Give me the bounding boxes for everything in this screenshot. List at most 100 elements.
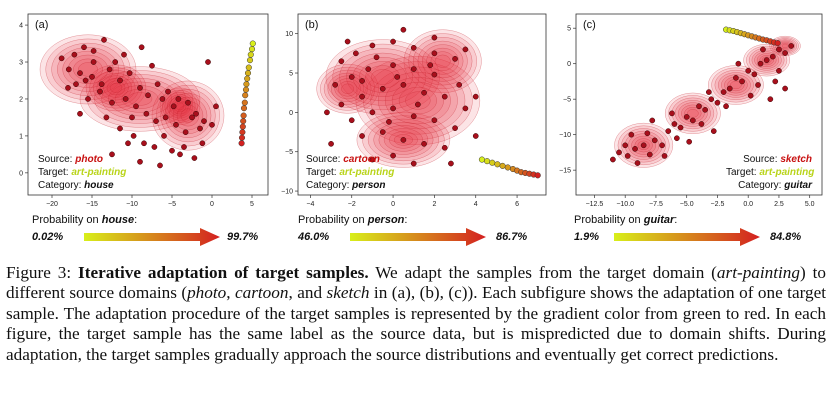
y-tick-label: 1 [19,133,23,140]
density-contour [175,102,185,111]
source-point [65,66,72,73]
source-points [610,43,795,166]
source-point [130,133,137,139]
source-points [58,37,219,169]
density-contour [108,81,172,117]
density-contour [51,42,125,96]
source-point [103,114,110,121]
source-point [462,105,469,112]
source-point [628,131,635,138]
source-point [141,140,147,147]
source-point [410,113,417,120]
source-point [610,156,616,163]
source-point [452,56,458,62]
density-contour [377,71,458,130]
x-tick-label: −15 [86,201,98,208]
source-point [708,96,715,103]
source-point [431,117,438,124]
source-point [739,78,745,85]
source-point [782,50,788,56]
source-point [452,125,458,131]
x-axis: −4 −2 0 2 4 6 [306,195,519,208]
x-tick-label: −12.5 [586,201,604,208]
source-point [646,151,653,158]
source-point [97,88,103,95]
y-tick-label: −10 [559,132,571,139]
density-contour [781,43,789,49]
source-point [714,99,721,106]
trajectory-point [242,86,250,93]
density-contour [151,80,225,151]
source-point [82,77,89,84]
source-point [726,85,733,92]
source-point [90,59,97,65]
trajectory-point [489,159,496,166]
source-point [373,54,380,61]
density-contour [417,40,468,82]
source-point [169,147,175,154]
probability-label-c: Probability on guitar: [574,214,678,226]
density-contour [57,46,119,92]
y-tick-label: 3 [19,60,23,67]
x-tick-label: 6 [515,201,519,208]
density-contour [316,63,379,114]
source-point [213,103,219,110]
source-point [747,92,754,99]
x-tick-label: −7.5 [649,201,663,208]
source-point [338,58,345,65]
source-point [149,62,155,69]
y-tick-label: −15 [559,168,571,175]
source-point [720,89,727,95]
x-tick-label: 2 [432,201,436,208]
source-point [205,59,211,65]
source-point [400,137,407,143]
density-contour [398,86,437,115]
density-contour [62,50,114,88]
density-contour [78,62,98,77]
source-point [161,133,167,139]
y-tick-label: −10 [281,189,293,196]
source-point [359,78,365,84]
source-point [472,133,479,139]
density-contour [332,43,433,111]
y-tick-label: 0 [567,61,571,68]
source-point [201,118,207,124]
density-contour [330,75,365,102]
x-axis: −12.5 −10.0 −7.5 −5.0 −2.5 0.0 2.5 5.0 [586,195,815,208]
source-point [133,103,139,110]
source-point [369,156,376,163]
source-point [117,125,123,132]
density-contour [96,72,136,103]
trajectory-point [504,164,511,171]
trajectory-point [484,158,491,165]
x-tick-label: −4 [306,201,314,208]
source-point [400,81,407,88]
subfigure-b: −4 −2 0 2 4 6 −10 −5 0 5 10 (b) Source: cartoon Tar… [276,0,552,250]
source-point [772,78,779,85]
trajectory-point [774,40,781,47]
target-trajectory [723,26,781,47]
source-point [109,151,115,158]
x-tick-label: 0.0 [743,201,753,208]
source-point [58,55,65,62]
x-tick-label: −2.5 [711,201,725,208]
source-point [705,89,712,95]
source-point [137,85,143,91]
density-contour [103,78,129,98]
plot-a: −20 −15 −10 −5 0 5 0 1 2 3 4 (a) [19,13,269,208]
source-point [386,118,392,125]
source-point [735,60,742,67]
trajectory-point [246,57,254,64]
density-contour [730,80,742,90]
source-point [441,93,448,100]
density-contour [434,54,451,68]
trajectory-point [238,134,246,141]
source-point [472,93,479,100]
x-tick-label: −10 [126,201,138,208]
y-axis: −10 −5 0 5 10 [281,31,298,196]
source-point [723,103,729,110]
gradient-arrow-a [84,228,220,246]
source-point [126,70,133,76]
density-contour [79,66,201,132]
target-trajectory [478,156,541,179]
